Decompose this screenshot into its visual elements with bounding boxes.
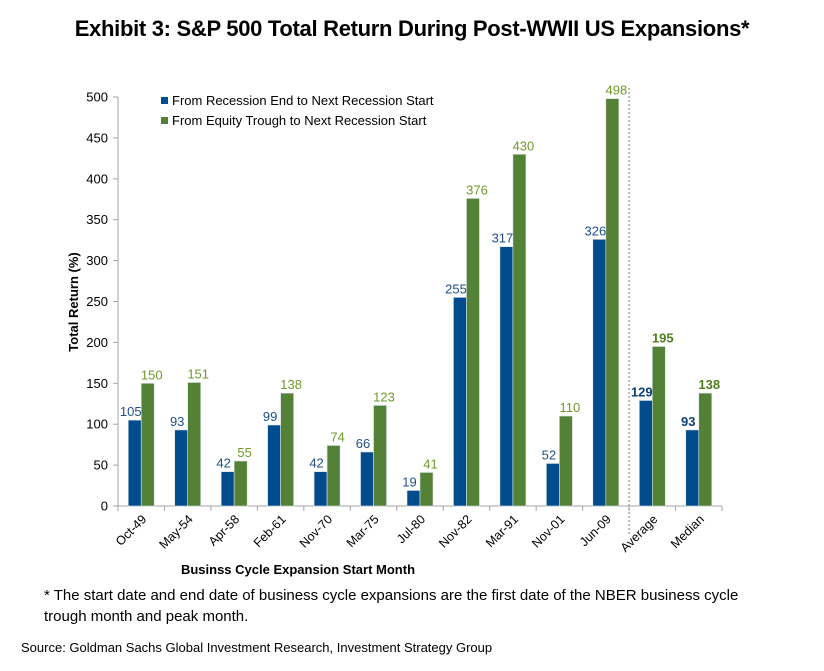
data-label: 498 xyxy=(605,83,627,98)
legend-label: From Recession End to Next Recession Sta… xyxy=(172,93,434,108)
x-tick-label: Median xyxy=(668,512,707,551)
data-label: 41 xyxy=(423,456,437,471)
data-label: 430 xyxy=(513,138,535,153)
chart-title: Exhibit 3: S&P 500 Total Return During P… xyxy=(74,16,750,41)
legend: From Recession End to Next Recession Sta… xyxy=(161,93,434,128)
x-tick-label: Feb-61 xyxy=(251,512,289,550)
data-label: 317 xyxy=(492,231,514,246)
data-label: 66 xyxy=(356,436,370,451)
bar-recession-end xyxy=(174,429,188,507)
legend-swatch xyxy=(161,117,168,124)
bar-recession-end xyxy=(313,471,328,507)
x-axis-label: Businss Cycle Expansion Start Month xyxy=(181,562,415,577)
y-tick-label: 350 xyxy=(86,212,108,227)
y-tick-label: 0 xyxy=(101,499,108,514)
bar-equity-trough xyxy=(559,415,573,507)
bar-recession-end xyxy=(360,451,374,507)
data-label: 74 xyxy=(330,429,344,444)
bar-recession-end xyxy=(499,246,514,507)
x-tick-label: Mar-91 xyxy=(483,512,521,550)
bar-recession-end xyxy=(592,239,607,507)
x-tick-label: Nov-70 xyxy=(297,512,335,550)
bar-equity-trough xyxy=(698,392,713,507)
y-axis-label: Total Return (%) xyxy=(66,252,81,351)
bar-recession-end xyxy=(267,424,281,507)
bar-recession-end xyxy=(453,297,467,507)
bar-equity-trough xyxy=(512,153,527,507)
legend-swatch xyxy=(161,97,168,104)
bar-equity-trough xyxy=(140,382,155,507)
bar-recession-end xyxy=(546,463,560,507)
bar-equity-trough xyxy=(419,472,434,507)
bar-equity-trough xyxy=(652,346,666,507)
x-tick-label: Apr-58 xyxy=(206,512,242,548)
y-tick-label: 100 xyxy=(86,417,108,432)
bar-recession-end xyxy=(127,419,142,507)
data-label: 52 xyxy=(542,447,556,462)
footnote: * The start date and end date of busines… xyxy=(44,587,739,625)
bar-equity-trough xyxy=(373,405,387,507)
x-tick-label: Oct-49 xyxy=(113,512,149,548)
y-tick-label: 450 xyxy=(86,130,108,145)
bar-equity-trough xyxy=(280,392,294,507)
bar-equity-trough xyxy=(466,198,480,507)
data-label: 151 xyxy=(187,366,209,381)
data-label: 376 xyxy=(466,182,488,197)
data-label: 123 xyxy=(373,389,395,404)
bar-recession-end xyxy=(220,471,235,507)
data-label: 93 xyxy=(681,414,695,429)
y-tick-label: 150 xyxy=(86,376,108,391)
y-tick-label: 400 xyxy=(86,171,108,186)
bar-recession-end xyxy=(639,400,653,507)
bar-recession-end xyxy=(406,490,421,507)
data-label: 110 xyxy=(560,400,581,415)
data-label: 195 xyxy=(652,330,674,345)
x-tick-label: Nov-82 xyxy=(436,512,474,550)
data-label: 150 xyxy=(141,367,163,382)
y-tick-label: 250 xyxy=(86,294,108,309)
y-axis: 0 50 100 150 200 250 300 350 400 450 500 xyxy=(86,90,119,514)
x-tick-label: Average xyxy=(618,512,661,555)
data-label: 138 xyxy=(280,377,302,392)
data-label: 129 xyxy=(631,384,653,399)
x-tick-label: Nov-01 xyxy=(529,512,567,550)
bar-chart: 0 50 100 150 200 250 300 350 400 450 500 Oct-49 May… xyxy=(66,83,723,577)
y-tick-label: 300 xyxy=(86,253,108,268)
y-tick-label: 200 xyxy=(86,335,108,350)
bar-equity-trough xyxy=(233,460,248,507)
x-tick-label: May-54 xyxy=(156,512,195,551)
data-label: 326 xyxy=(584,223,606,238)
y-tick-label: 50 xyxy=(94,458,108,473)
data-label: 55 xyxy=(237,445,251,460)
legend-label: From Equity Trough to Next Recession Sta… xyxy=(172,113,427,128)
x-axis: Oct-49 May-54 Apr-58 Feb-61 Nov-70 Mar-75 Jul-… xyxy=(113,88,723,555)
bar-equity-trough xyxy=(605,98,620,507)
bar-recession-end xyxy=(685,429,700,507)
x-tick-label: Mar-75 xyxy=(344,512,382,550)
data-label: 93 xyxy=(170,414,184,429)
data-label: 42 xyxy=(216,456,230,471)
source-note: Source: Goldman Sachs Global Investment … xyxy=(21,640,493,655)
data-label: 255 xyxy=(445,281,467,296)
data-label: 105 xyxy=(120,404,142,419)
bar-equity-trough xyxy=(187,382,201,507)
x-tick-label: Jul-80 xyxy=(394,512,428,546)
data-label: 19 xyxy=(402,474,416,489)
y-tick-label: 500 xyxy=(86,90,108,105)
bar-equity-trough xyxy=(326,445,341,507)
data-label: 42 xyxy=(309,456,323,471)
bars: 105 93 42 99 42 66 19 255 317 52 326 129 93 150 151 55 1… xyxy=(120,83,720,507)
data-label: 99 xyxy=(263,409,277,424)
data-label: 138 xyxy=(698,377,720,392)
x-tick-label: Jun-09 xyxy=(577,512,614,549)
